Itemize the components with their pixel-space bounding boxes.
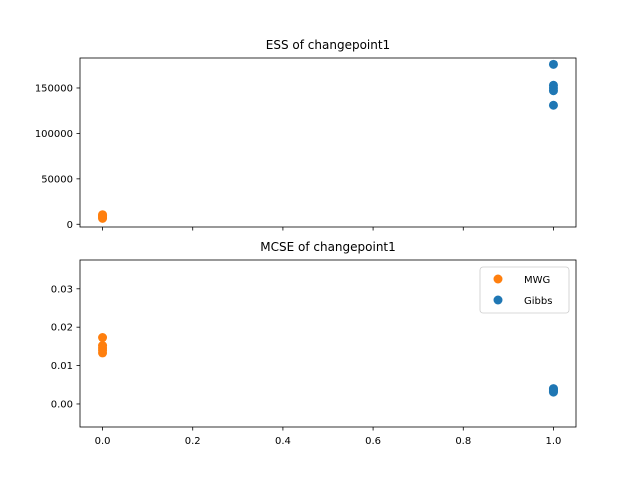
- mcse-x-tick-label-2: 0.4: [275, 436, 291, 447]
- mcse-legend: MWG Gibbs: [479, 266, 570, 314]
- mcse-legend-label-1: Gibbs: [524, 296, 552, 307]
- mcse-point-gibbs-4: [548, 387, 558, 397]
- mcse-chart-title: MCSE of changepoint1: [260, 240, 396, 254]
- ess-scatter-points: [98, 59, 558, 223]
- ess-y-axis: 0 50000 100000 150000: [35, 83, 80, 231]
- mcse-y-tick-label-0: 0.00: [51, 399, 73, 410]
- mcse-point-mwg-0: [98, 333, 108, 343]
- ess-plot-frame: [79, 57, 577, 228]
- ess-y-tick-label-0: 0: [67, 220, 73, 231]
- mcse-plot-frame: [79, 259, 577, 428]
- ess-point-gibbs-3: [548, 86, 558, 96]
- ess-y-tick-label-2: 100000: [35, 129, 73, 140]
- mcse-legend-marker-0: [493, 274, 503, 284]
- mcse-subplot: MCSE of changepoint1 0.0 0.2 0.4 0.6 0.8 1.0 …: [51, 240, 577, 447]
- ess-x-axis: [102, 227, 554, 231]
- mcse-legend-marker-1: [493, 295, 503, 305]
- mcse-x-tick-label-4: 0.8: [455, 436, 471, 447]
- mcse-y-tick-label-2: 0.02: [51, 323, 73, 334]
- mcse-x-tick-label-3: 0.6: [365, 436, 381, 447]
- mcse-scatter-points: [98, 333, 558, 397]
- ess-subplot: ESS of changepoint1 0 50000 100000 150000: [35, 38, 577, 231]
- ess-point-gibbs-4: [548, 100, 558, 110]
- ess-point-gibbs-0: [548, 59, 558, 69]
- mcse-x-tick-label-5: 1.0: [546, 436, 562, 447]
- ess-y-tick-label-3: 150000: [35, 83, 73, 94]
- mcse-x-tick-label-1: 0.2: [185, 436, 201, 447]
- mcse-x-axis: 0.0 0.2 0.4 0.6 0.8 1.0: [95, 427, 562, 447]
- ess-chart-title: ESS of changepoint1: [266, 38, 390, 52]
- mcse-y-tick-label-1: 0.01: [51, 361, 73, 372]
- mcse-legend-label-0: MWG: [524, 275, 550, 286]
- ess-y-tick-label-1: 50000: [41, 174, 73, 185]
- mcse-y-tick-label-3: 0.03: [51, 284, 73, 295]
- ess-point-mwg-4: [98, 210, 108, 220]
- mcse-y-axis: 0.00 0.01 0.02 0.03: [51, 284, 80, 410]
- mcse-point-mwg-4: [98, 348, 108, 358]
- mcse-x-tick-label-0: 0.0: [95, 436, 111, 447]
